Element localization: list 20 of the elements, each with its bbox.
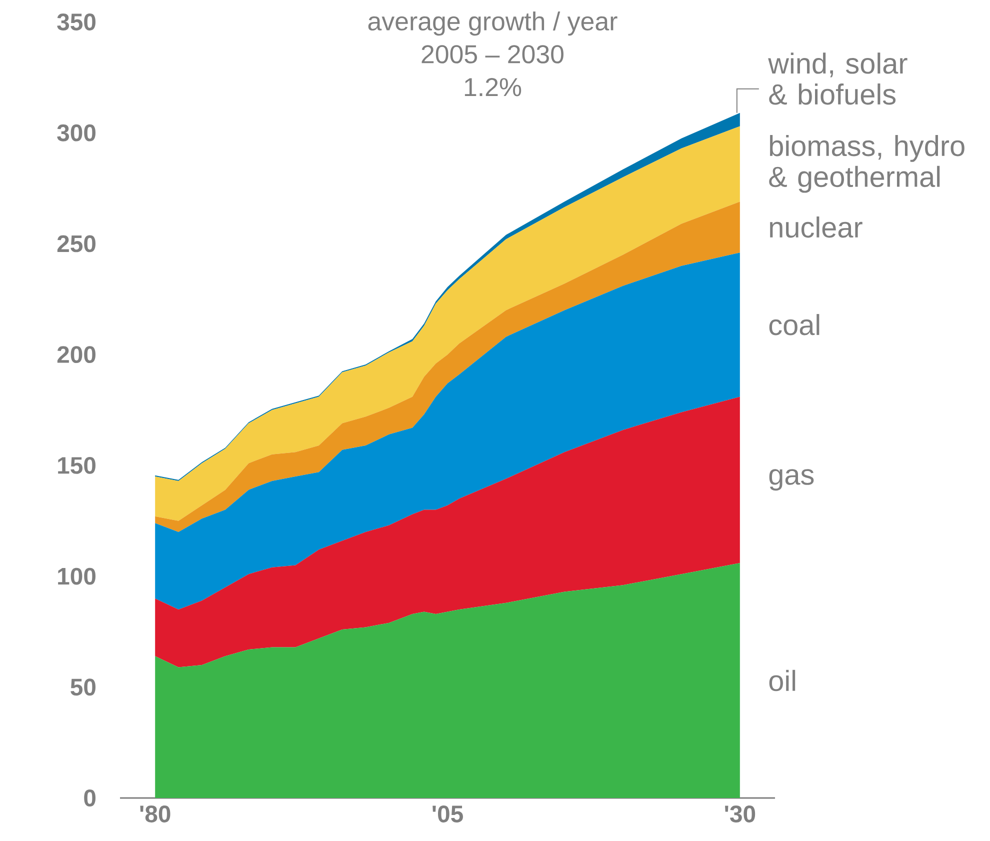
y-tick-label: 300 bbox=[57, 124, 96, 142]
series-label: nuclear bbox=[770, 216, 862, 238]
series-label: biomass, hydro & geothermal bbox=[769, 134, 964, 193]
annotation: 1.2% bbox=[464, 78, 522, 96]
y-tick-label: 250 bbox=[57, 235, 96, 252]
x-tick-label: '30 bbox=[725, 806, 756, 822]
chart-title: average growth / year bbox=[368, 12, 618, 36]
y-tick-label: 100 bbox=[58, 568, 96, 585]
x-tick-label: '80 bbox=[140, 806, 170, 822]
y-tick-label: 150 bbox=[58, 456, 96, 474]
text: 2005 – 2030 bbox=[422, 45, 564, 64]
x-tick-label: '05 bbox=[432, 806, 463, 822]
y-tick-label: 50 bbox=[70, 678, 96, 696]
series-label: oil bbox=[769, 670, 796, 692]
series-label: wind, solar & biofuels bbox=[768, 52, 908, 105]
series-label: gas bbox=[769, 469, 814, 491]
y-tick-label: 0 bbox=[84, 790, 96, 806]
y-tick-label: 350 bbox=[57, 14, 96, 30]
y-tick-label: 200 bbox=[57, 346, 96, 364]
series-label: coal bbox=[769, 314, 820, 336]
